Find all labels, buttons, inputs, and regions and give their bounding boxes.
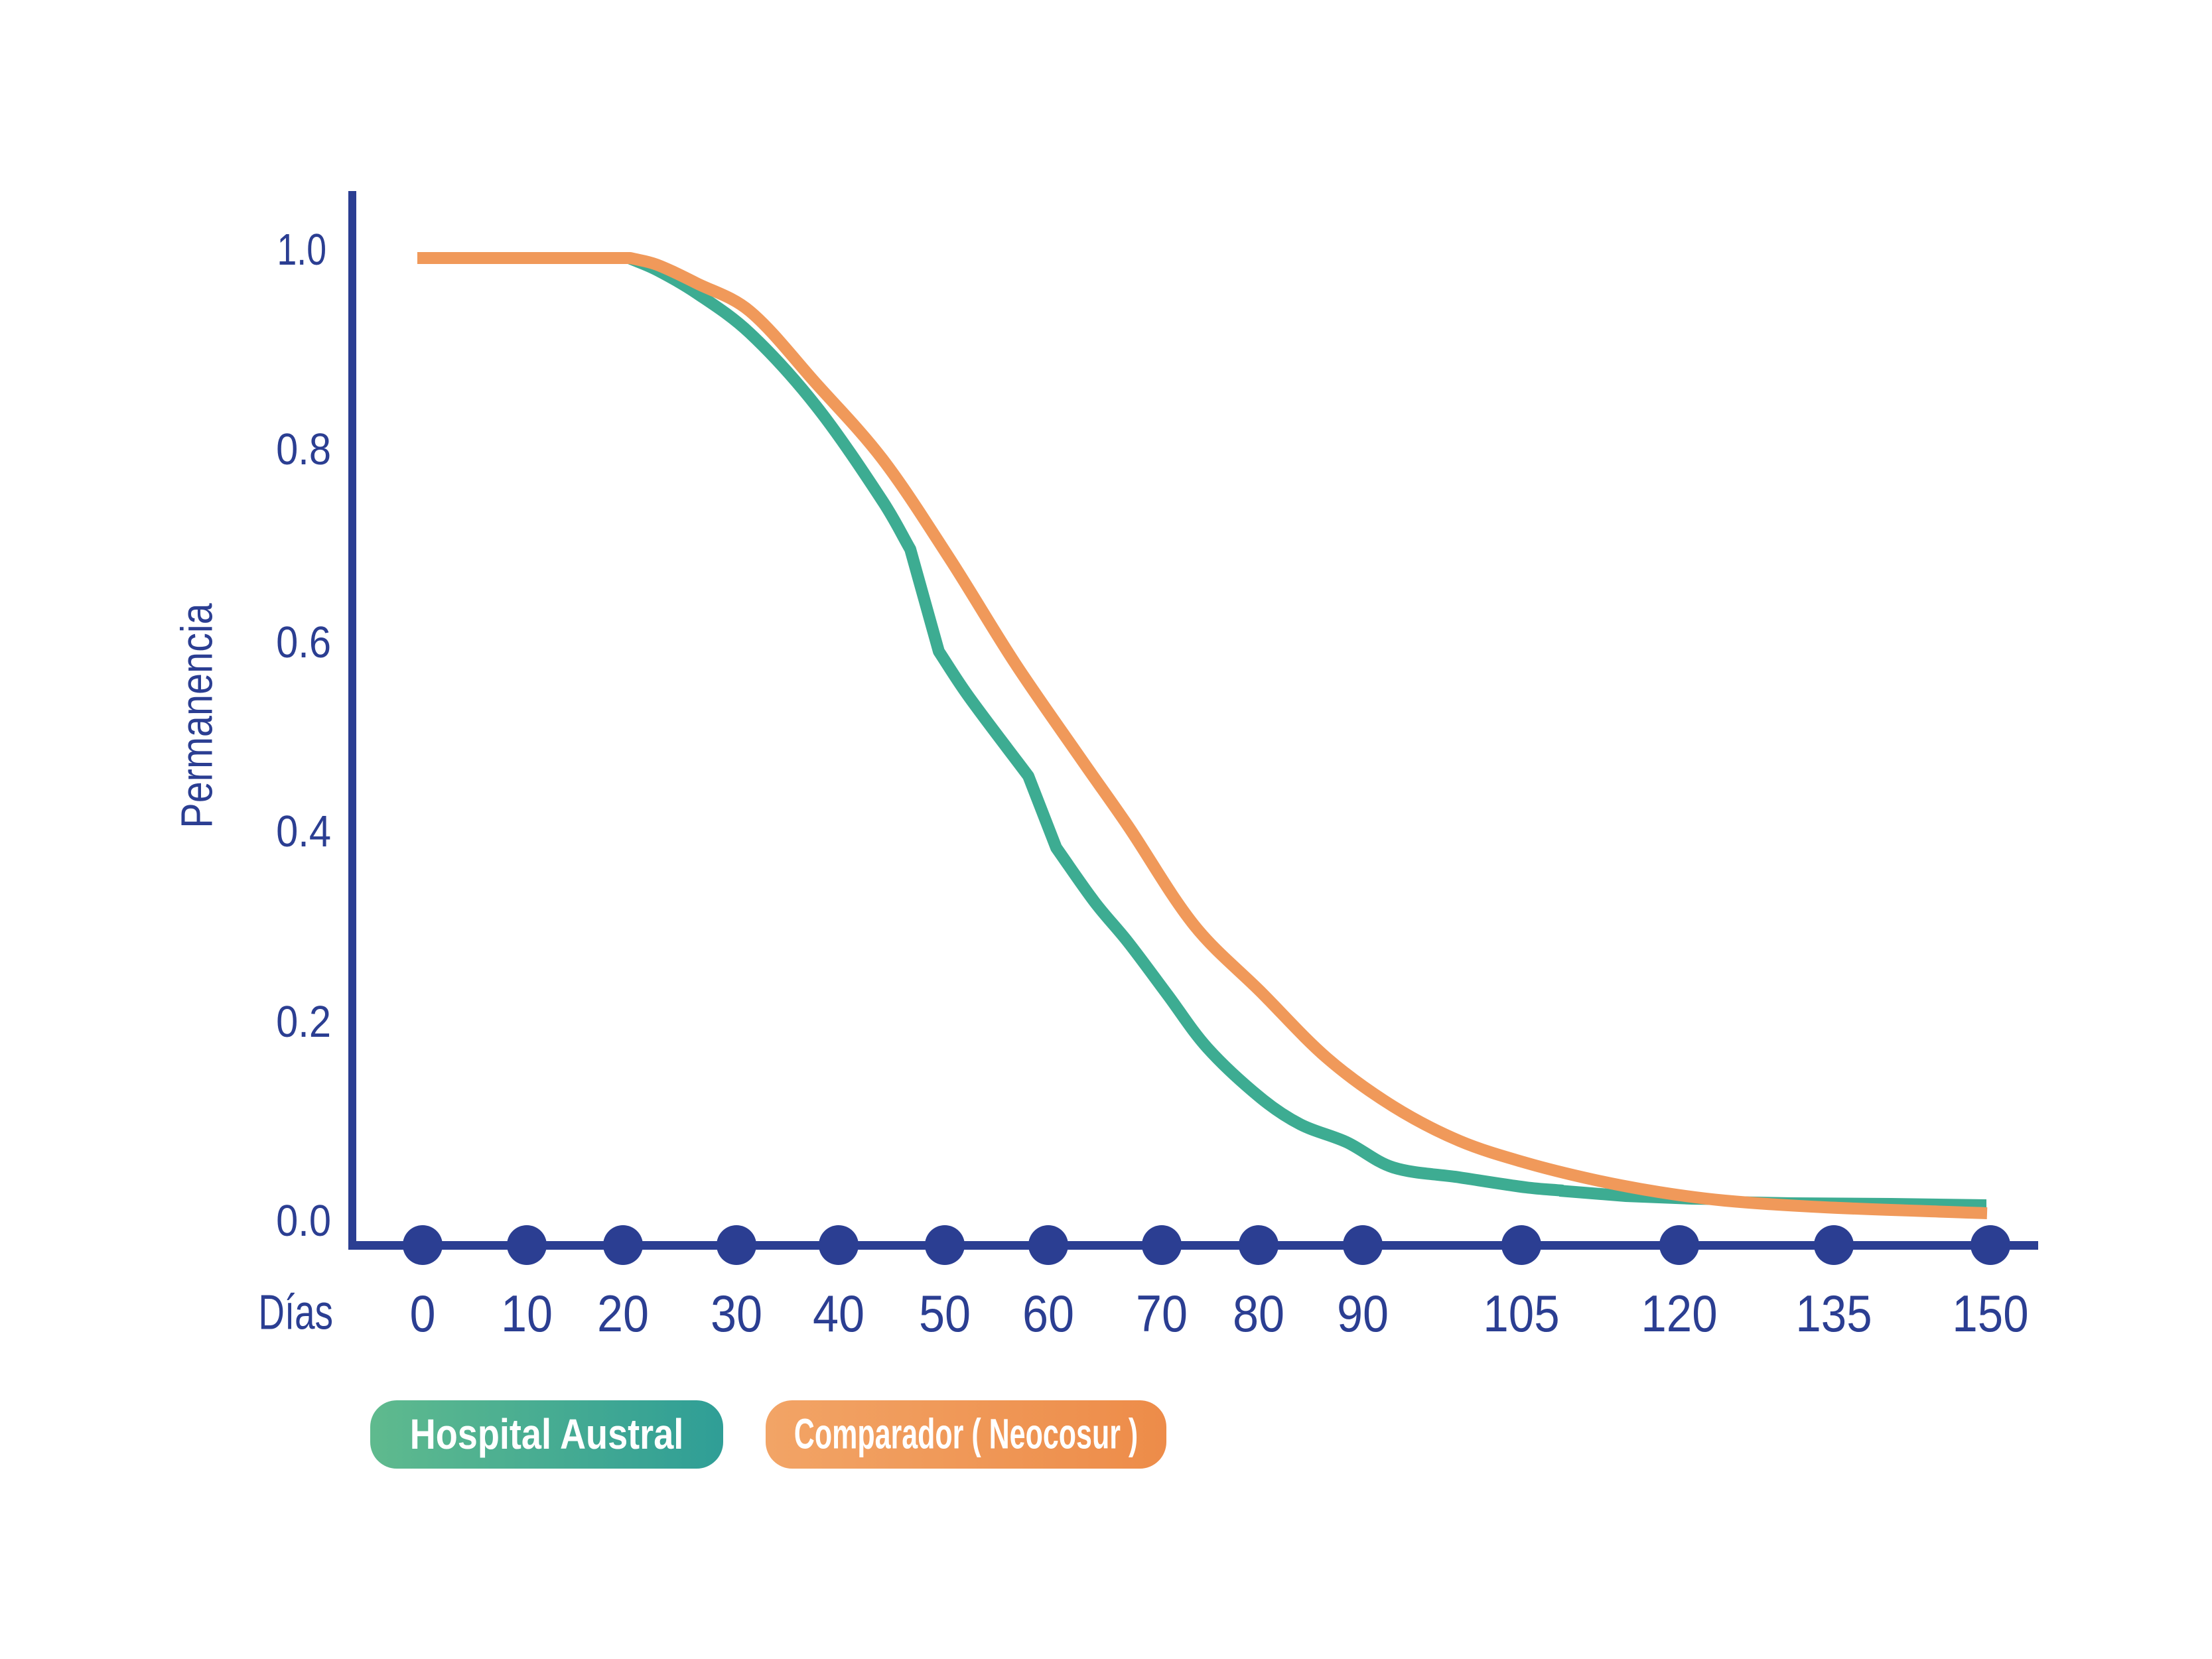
svg-text:Hospital Austral: Hospital Austral <box>410 1410 684 1458</box>
svg-text:1.0: 1.0 <box>277 224 326 274</box>
svg-text:150: 150 <box>1952 1284 2028 1343</box>
svg-text:Comparador ( Neocosur ): Comparador ( Neocosur ) <box>794 1410 1138 1458</box>
svg-text:0.4: 0.4 <box>276 807 331 856</box>
svg-text:Permanencia: Permanencia <box>172 603 222 829</box>
svg-text:80: 80 <box>1233 1284 1284 1342</box>
svg-text:0: 0 <box>409 1284 435 1342</box>
svg-text:0.6: 0.6 <box>276 618 331 667</box>
svg-text:Días: Días <box>258 1285 333 1340</box>
svg-text:0.2: 0.2 <box>276 998 331 1047</box>
svg-text:10: 10 <box>501 1284 553 1342</box>
svg-text:90: 90 <box>1337 1284 1389 1342</box>
svg-text:60: 60 <box>1022 1284 1074 1342</box>
svg-text:20: 20 <box>597 1284 649 1342</box>
svg-text:70: 70 <box>1136 1284 1188 1342</box>
svg-text:30: 30 <box>711 1284 762 1342</box>
svg-text:135: 135 <box>1795 1284 1872 1343</box>
svg-text:0.0: 0.0 <box>276 1197 331 1246</box>
svg-text:50: 50 <box>919 1284 971 1342</box>
svg-text:0.8: 0.8 <box>276 425 331 474</box>
svg-text:120: 120 <box>1641 1284 1717 1343</box>
svg-text:105: 105 <box>1483 1284 1559 1343</box>
svg-text:40: 40 <box>813 1284 864 1342</box>
